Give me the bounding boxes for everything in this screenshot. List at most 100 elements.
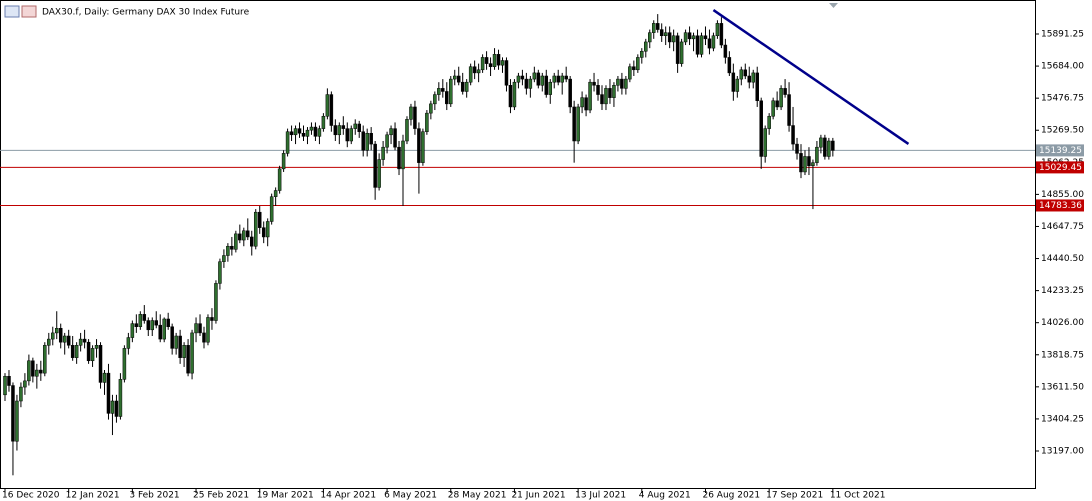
candle-body <box>401 140 405 170</box>
candle-body <box>675 35 680 64</box>
candle-body <box>759 100 763 157</box>
candle-body <box>170 326 174 349</box>
x-tick-label: 13 Jul 2021 <box>575 491 626 501</box>
candle-body <box>572 106 576 142</box>
candle-body <box>452 75 457 80</box>
candle-body <box>54 328 59 334</box>
candle-body <box>799 153 803 173</box>
candle-body <box>747 75 752 83</box>
candle-body <box>596 85 600 95</box>
candle-body <box>313 126 318 137</box>
price-label-box <box>1036 199 1084 212</box>
x-tick-label: 17 Sep 2021 <box>766 491 823 501</box>
candle-body <box>277 168 282 191</box>
candle-body <box>763 128 767 157</box>
candle-body <box>35 369 39 377</box>
candle-body <box>397 146 401 170</box>
candle-body <box>246 230 250 238</box>
candle-body <box>51 332 55 340</box>
candle-body <box>130 323 135 338</box>
chart-title: DAX30.f, Daily: Germany DAX 30 Index Fut… <box>42 8 250 18</box>
candle-body <box>500 60 505 66</box>
candle-body <box>715 23 720 37</box>
candle-body <box>269 196 274 222</box>
candle-body <box>739 69 744 80</box>
candle-body <box>584 97 588 111</box>
x-tick-label: 28 May 2021 <box>448 491 507 501</box>
candle-body <box>679 41 684 64</box>
candle-body <box>62 335 67 343</box>
candle-body <box>632 66 636 71</box>
candle-body <box>349 128 354 142</box>
candle-body <box>353 123 357 129</box>
candle-body <box>504 60 509 86</box>
candle-body <box>767 115 771 129</box>
candle-body <box>819 137 823 148</box>
candle-body <box>552 75 556 83</box>
candle-body <box>544 75 549 95</box>
x-tick-label: 19 Mar 2021 <box>257 491 314 501</box>
candle-body <box>711 35 716 49</box>
price-label-box <box>1036 144 1084 157</box>
candle-body <box>341 125 346 129</box>
candle-body <box>683 32 688 43</box>
candle-body <box>210 317 214 321</box>
candle-body <box>536 72 541 86</box>
candle-body <box>23 380 27 388</box>
candle-body <box>795 143 799 154</box>
candle-body <box>43 345 47 374</box>
candle-body <box>648 32 652 43</box>
candle-body <box>723 44 728 58</box>
candle-body <box>604 88 608 105</box>
candle-body <box>70 345 75 358</box>
candle-body <box>98 345 103 383</box>
candle-body <box>468 66 473 83</box>
x-tick-label: 25 Feb 2021 <box>193 491 249 501</box>
candle-body <box>182 345 186 358</box>
candle-body <box>751 72 755 83</box>
candle-body <box>691 35 696 40</box>
candle-body <box>118 379 123 417</box>
x-tick-label: 3 Feb 2021 <box>129 491 179 501</box>
candle-body <box>516 75 521 83</box>
price-label: 14783.36 <box>1039 201 1082 211</box>
candle-body <box>405 119 409 142</box>
candle-body <box>15 400 19 442</box>
candle-body <box>699 35 704 55</box>
y-tick-label: 14440.50 <box>1041 254 1084 264</box>
candle-body <box>783 88 787 95</box>
candle-body <box>385 134 389 148</box>
candle-body <box>429 103 433 114</box>
candle-body <box>126 337 131 349</box>
candle-body <box>218 261 222 284</box>
candle-body <box>178 335 182 358</box>
candle-body <box>261 227 266 238</box>
candle-body <box>441 88 445 92</box>
candle-body <box>82 338 87 343</box>
candle-body <box>154 320 158 326</box>
y-tick-label: 15684.00 <box>1041 62 1084 72</box>
candle-body <box>186 345 190 374</box>
candle-body <box>703 35 708 40</box>
candle-body <box>624 78 628 89</box>
x-tick-label: 16 Dec 2020 <box>2 491 60 501</box>
candle-body <box>620 78 624 89</box>
candle-body <box>166 318 170 327</box>
candle-body <box>492 54 497 67</box>
candle-body <box>393 128 397 148</box>
candle-body <box>11 385 15 442</box>
candle-body <box>548 81 553 95</box>
candle-body <box>456 75 461 83</box>
candle-body <box>532 72 537 80</box>
candle-body <box>600 94 604 105</box>
candle-body <box>735 78 740 92</box>
y-tick-label: 14233.25 <box>1041 286 1084 296</box>
candle-body <box>488 63 493 67</box>
candle-body <box>94 345 99 349</box>
candle-body <box>238 233 242 241</box>
candle-body <box>214 283 218 321</box>
candle-body <box>433 94 437 105</box>
candle-body <box>640 50 644 58</box>
candle-body <box>540 75 545 86</box>
candle-body <box>345 128 350 142</box>
